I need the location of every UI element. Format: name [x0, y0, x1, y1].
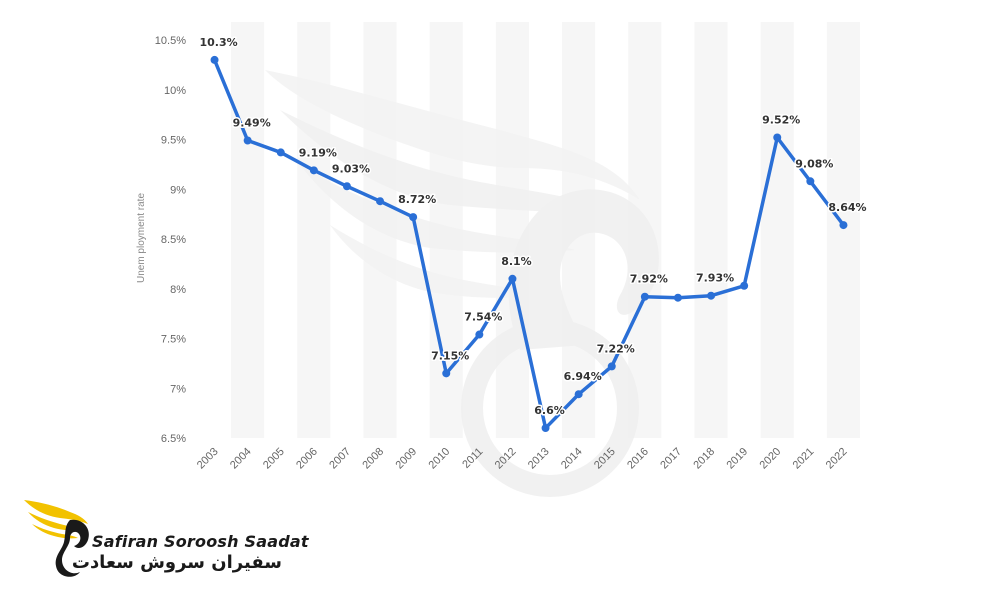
x-tick-label: 2004 [228, 446, 254, 472]
y-tick-label: 9.5% [161, 135, 186, 147]
x-tick-label: 2009 [393, 446, 419, 472]
winged-bird-watermark [265, 70, 659, 497]
data-point [707, 291, 716, 300]
data-label: 7.22% [597, 342, 635, 355]
y-tick-label: 8% [170, 284, 186, 296]
data-label: 8.72% [398, 193, 436, 206]
data-point [839, 221, 848, 230]
data-label: 6.6% [534, 404, 565, 417]
x-tick-label: 2022 [824, 446, 850, 472]
y-tick-label: 6.5% [161, 433, 186, 445]
data-label: 6.94% [564, 370, 602, 383]
x-tick-label: 2013 [526, 446, 552, 472]
data-point [607, 362, 616, 371]
y-tick-label: 10% [164, 85, 186, 97]
data-label: 9.03% [332, 162, 370, 175]
x-tick-label: 2020 [758, 446, 784, 472]
data-point [673, 293, 682, 302]
x-tick-label: 2005 [261, 446, 287, 472]
x-tick-label: 2008 [360, 446, 386, 472]
y-axis-title: Unem ployment rate [136, 193, 147, 283]
data-label: 7.15% [431, 349, 469, 362]
series-line [212, 58, 846, 430]
data-point [773, 133, 782, 142]
plot-band [694, 22, 728, 438]
x-tick-label: 2021 [791, 446, 817, 472]
brand-name: Safiran Soroosh Saadat [92, 532, 309, 551]
plot-band [826, 22, 860, 438]
data-point [442, 369, 451, 378]
x-tick-label: 2016 [625, 446, 651, 472]
data-label: 9.52% [762, 114, 800, 127]
data-point [475, 330, 484, 339]
winged-bird-logo-icon [24, 500, 89, 577]
data-point [309, 166, 318, 175]
brand-name-persian: سفیران سروش سعادت [71, 552, 282, 573]
data-point [342, 182, 351, 191]
data-label: 8.64% [828, 201, 866, 214]
y-tick-label: 7.5% [161, 334, 186, 346]
data-label: 7.93% [696, 272, 734, 285]
x-tick-label: 2018 [691, 446, 717, 472]
plot-band [495, 22, 529, 438]
data-point [806, 177, 815, 186]
y-tick-label: 7% [170, 383, 186, 395]
plot-band [760, 22, 794, 438]
x-tick-label: 2006 [294, 446, 320, 472]
data-point [541, 424, 550, 433]
data-label: 7.92% [630, 273, 668, 286]
data-label: 9.49% [233, 116, 271, 129]
y-tick-label: 9% [170, 184, 186, 196]
data-label: 8.1% [501, 255, 532, 268]
y-axis: 6.5% 7% 7.5% 8% 8.5% 9% 9.5% 10% 10.5% [155, 35, 186, 445]
data-point [740, 281, 749, 290]
plot-band [793, 22, 827, 438]
data-point [210, 55, 219, 64]
y-tick-label: 10.5% [155, 35, 186, 47]
y-tick-label: 8.5% [161, 234, 186, 246]
data-label: 10.3% [199, 36, 237, 49]
data-point [574, 390, 583, 399]
x-tick-label: 2007 [327, 446, 353, 472]
series-layer: 10.3% 9.49% 9.19% 9.03% 8.72% 7.15% 7.54% 8.1% 6… [198, 34, 868, 433]
x-tick-label: 2017 [658, 446, 684, 472]
plot-band [231, 22, 265, 438]
data-point [508, 274, 517, 283]
brand-logo: Safiran Soroosh Saadat سفیران سروش سعادت [22, 494, 309, 584]
data-label: 9.08% [795, 157, 833, 170]
data-point [243, 136, 252, 145]
data-point [640, 292, 649, 301]
data-label: 7.54% [464, 311, 502, 324]
x-axis: 2003 2004 2005 2006 2007 2008 2009 2010 2011 2012… [195, 446, 850, 472]
x-tick-label: 2003 [195, 446, 221, 472]
data-point [376, 197, 385, 206]
x-tick-label: 2019 [724, 446, 750, 472]
data-label: 9.19% [299, 146, 337, 159]
data-point [276, 148, 285, 157]
x-tick-label: 2010 [427, 446, 453, 472]
data-point [409, 213, 418, 222]
plot-band [661, 22, 695, 438]
